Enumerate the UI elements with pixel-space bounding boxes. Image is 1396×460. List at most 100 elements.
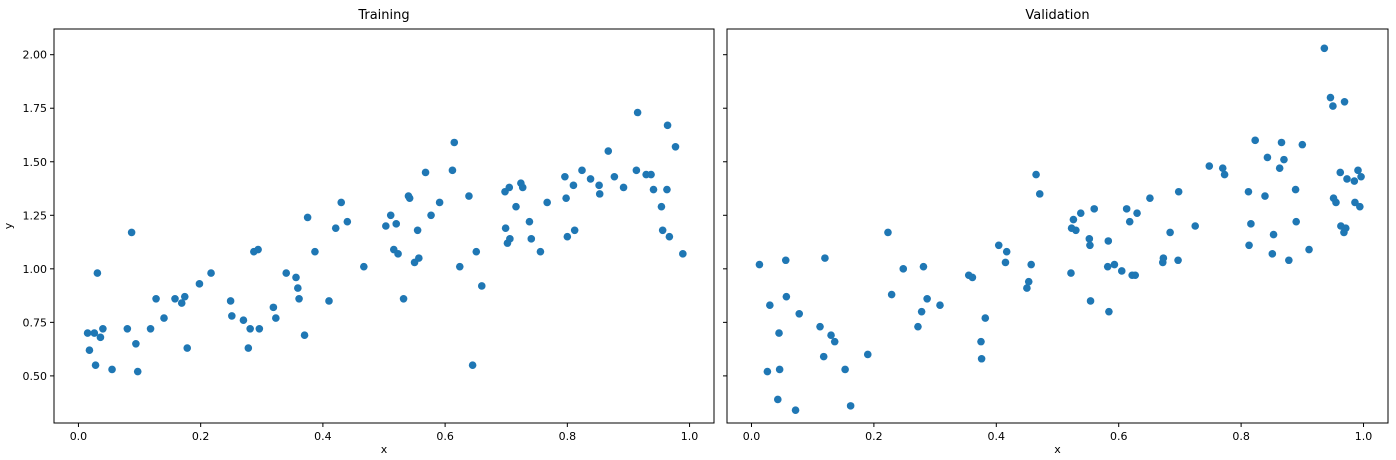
data-point xyxy=(254,245,262,254)
data-point xyxy=(96,333,105,342)
data-point xyxy=(1174,256,1182,265)
data-point xyxy=(239,316,248,325)
data-point xyxy=(1354,166,1362,175)
data-point xyxy=(1326,93,1335,102)
data-point xyxy=(146,324,155,333)
data-point xyxy=(1159,254,1168,262)
data-point xyxy=(207,269,215,277)
data-point xyxy=(512,202,520,211)
data-point xyxy=(1298,140,1307,149)
data-point xyxy=(228,312,236,320)
y-tick-label: 1.00 xyxy=(23,263,48,276)
y-tick-label: 0.75 xyxy=(23,316,48,329)
data-point xyxy=(977,354,986,363)
data-point xyxy=(1269,230,1278,239)
data-point xyxy=(665,232,674,241)
x-tick-label: 0.6 xyxy=(436,430,454,443)
data-point xyxy=(795,309,804,318)
data-point xyxy=(448,166,457,175)
data-point xyxy=(1336,168,1345,177)
data-point xyxy=(827,331,835,340)
data-point xyxy=(93,269,102,277)
data-point xyxy=(1035,190,1044,198)
data-point xyxy=(1027,260,1035,269)
data-point xyxy=(633,108,642,117)
data-point xyxy=(536,247,545,256)
data-point xyxy=(632,166,641,175)
data-point xyxy=(394,250,402,258)
data-point xyxy=(1218,164,1227,172)
data-point xyxy=(936,301,944,310)
data-point xyxy=(421,168,430,177)
data-point xyxy=(1356,202,1364,211)
data-point xyxy=(919,262,928,271)
data-point xyxy=(578,166,586,175)
data-point xyxy=(160,314,168,322)
data-point xyxy=(994,241,1003,250)
x-tick-label: 1.0 xyxy=(1355,430,1373,443)
data-point xyxy=(1076,209,1085,217)
x-tick-label: 0.8 xyxy=(559,430,577,443)
data-point xyxy=(292,273,300,282)
data-point xyxy=(1001,258,1010,267)
data-point xyxy=(663,121,672,130)
data-point xyxy=(1357,172,1365,181)
data-point xyxy=(1268,250,1277,258)
data-point xyxy=(914,322,922,331)
data-point xyxy=(152,295,160,303)
data-point xyxy=(1191,222,1200,230)
data-point xyxy=(543,198,551,207)
data-point xyxy=(1205,162,1214,170)
data-point xyxy=(246,324,254,333)
data-point xyxy=(821,254,829,262)
data-point xyxy=(392,220,401,228)
data-point xyxy=(977,337,985,346)
data-point xyxy=(1090,205,1099,213)
data-point xyxy=(968,273,977,282)
data-point xyxy=(527,235,536,243)
x-tick-label: 0.0 xyxy=(70,430,88,443)
data-point xyxy=(435,198,444,207)
data-point xyxy=(85,346,94,354)
x-tick-label: 0.4 xyxy=(314,430,332,443)
data-point xyxy=(1166,228,1174,237)
y-tick-label: 1.75 xyxy=(23,102,48,115)
data-point xyxy=(562,194,570,202)
data-point xyxy=(1069,215,1078,224)
data-point xyxy=(455,262,464,271)
data-point xyxy=(133,367,142,376)
data-point xyxy=(816,322,824,331)
data-point xyxy=(763,367,772,376)
y-axis-label: y xyxy=(2,222,15,229)
data-point xyxy=(294,284,302,292)
data-point xyxy=(830,337,839,346)
data-point xyxy=(1277,138,1286,147)
data-point xyxy=(1125,217,1134,226)
data-point xyxy=(123,324,132,333)
data-point xyxy=(255,324,264,333)
data-point xyxy=(83,329,92,337)
data-point xyxy=(1351,198,1359,207)
x-tick-label: 0.2 xyxy=(865,430,883,443)
data-point xyxy=(1320,44,1329,53)
data-point xyxy=(127,228,136,237)
data-point xyxy=(595,181,603,190)
chart-panel-2: Validation 0.0 0.2 0.4 0.6 0.8 1.0 x xyxy=(723,8,1389,456)
data-point xyxy=(337,198,346,207)
data-point xyxy=(610,172,619,181)
data-point xyxy=(90,329,99,337)
data-point xyxy=(1251,136,1259,145)
data-point xyxy=(382,222,390,230)
data-point xyxy=(841,365,849,374)
data-point xyxy=(360,262,368,271)
data-point xyxy=(1340,98,1349,106)
data-point xyxy=(1146,194,1154,202)
data-point xyxy=(647,170,655,179)
data-point xyxy=(405,194,414,202)
data-point xyxy=(132,339,140,348)
data-point xyxy=(413,226,422,235)
data-point xyxy=(619,183,628,192)
data-point xyxy=(1133,209,1141,217)
data-point xyxy=(773,395,782,404)
